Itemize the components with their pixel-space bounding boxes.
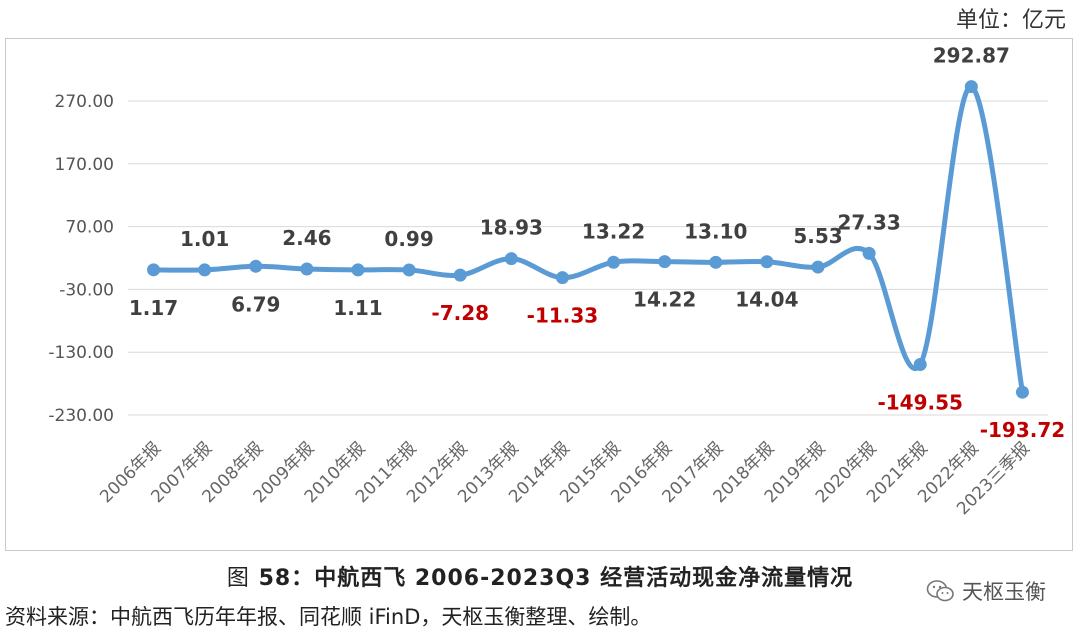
data-label: -193.72 <box>980 418 1065 442</box>
wechat-icon <box>926 580 954 602</box>
data-point <box>147 263 161 277</box>
watermark: 天枢玉衡 <box>926 576 1046 606</box>
data-label: 5.53 <box>793 224 842 248</box>
data-point <box>351 263 365 277</box>
unit-label: 单位：亿元 <box>955 8 1066 33</box>
data-label: 1.11 <box>333 296 382 320</box>
data-label: 18.93 <box>480 216 543 240</box>
data-point <box>504 252 518 266</box>
caption-number: 58： <box>258 566 315 591</box>
data-point <box>607 255 621 269</box>
data-point <box>658 255 672 269</box>
y-tick-label: 270.00 <box>55 92 114 112</box>
data-label: 1.17 <box>129 296 178 320</box>
y-tick-label: -30.00 <box>59 280 114 300</box>
cash-flow-line-chart: 270.00 170.00 70.00 -30.00 -130.00 -230.00 20… <box>48 44 1065 520</box>
data-label: 13.10 <box>684 219 747 243</box>
y-tick-label: -230.00 <box>48 406 114 426</box>
data-point <box>964 80 978 94</box>
watermark-text: 天枢玉衡 <box>962 580 1046 604</box>
data-point <box>760 255 774 269</box>
data-point <box>249 259 263 273</box>
data-point <box>709 255 723 269</box>
data-label: 13.22 <box>582 219 645 243</box>
data-labels: 1.17 1.01 6.79 2.46 1.11 0.99 -7.28 18.93 -11.33… <box>129 44 1065 443</box>
data-label: 27.33 <box>837 210 900 234</box>
y-tick-label: -130.00 <box>48 343 114 363</box>
x-axis: 2006年报2007年报2008年报2009年报2010年报2011年报2012… <box>96 438 1034 519</box>
data-label: 14.22 <box>633 288 696 312</box>
data-point <box>1015 385 1029 399</box>
data-label: -149.55 <box>877 390 962 414</box>
data-point <box>811 260 825 274</box>
chart-area: 270.00 170.00 70.00 -30.00 -130.00 -230.00 20… <box>5 38 1073 551</box>
data-point <box>198 263 212 277</box>
data-points <box>147 80 1029 399</box>
data-label: -11.33 <box>527 304 599 328</box>
data-point <box>453 268 467 282</box>
data-label: 0.99 <box>384 227 433 251</box>
data-label: 14.04 <box>735 288 798 312</box>
data-point <box>300 262 314 276</box>
y-tick-label: 170.00 <box>55 155 114 175</box>
caption-prefix: 图 <box>226 566 250 591</box>
caption-title: 中航西飞 2006-2023Q3 经营活动现金净流量情况 <box>314 566 854 591</box>
source-note: 资料来源：中航西飞历年年报、同花顺 iFinD，天枢玉衡整理、绘制。 <box>5 605 652 629</box>
data-label: 292.87 <box>933 44 1010 68</box>
data-label: -7.28 <box>431 301 489 325</box>
data-point <box>555 271 569 285</box>
y-axis: 270.00 170.00 70.00 -30.00 -130.00 -230.00 <box>48 92 114 426</box>
data-point <box>402 263 416 277</box>
data-label: 1.01 <box>180 227 229 251</box>
data-point <box>862 246 876 260</box>
gridlines <box>128 100 1048 416</box>
data-label: 6.79 <box>231 292 280 316</box>
data-label: 2.46 <box>282 226 331 250</box>
figure-caption: 图 58：中航西飞 2006-2023Q3 经营活动现金净流量情况 <box>0 560 1080 592</box>
y-tick-label: 70.00 <box>65 218 114 238</box>
data-point <box>913 357 927 371</box>
